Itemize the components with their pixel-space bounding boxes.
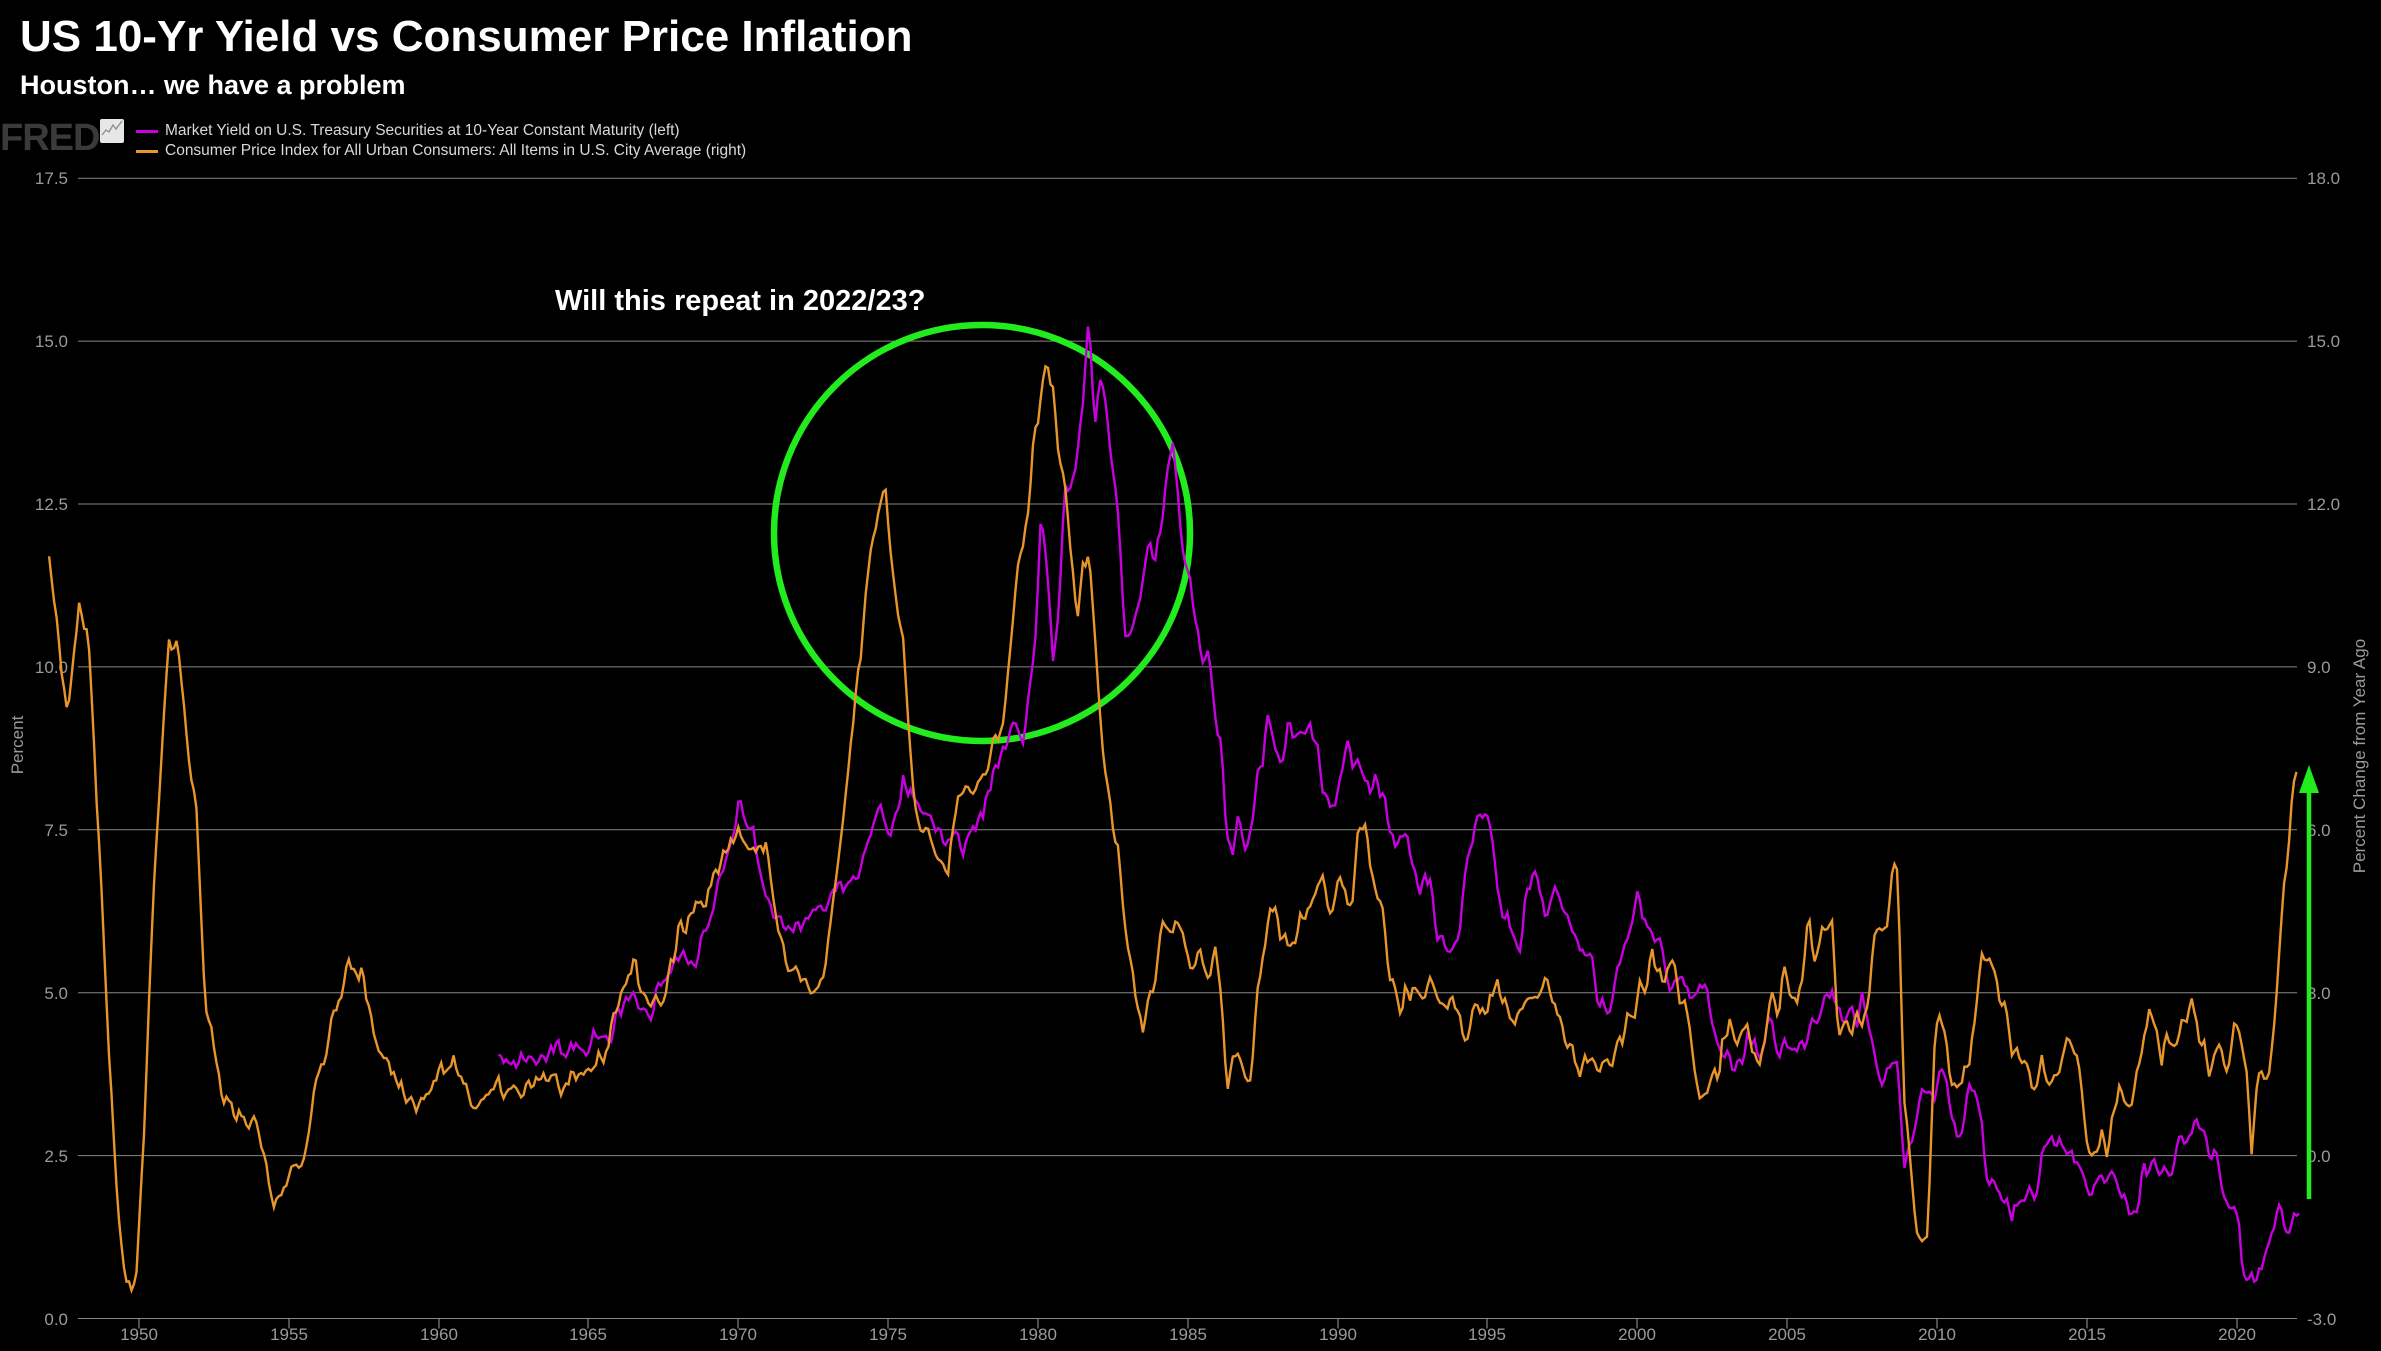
svg-text:1995: 1995: [1468, 1325, 1506, 1344]
svg-text:9.0: 9.0: [2307, 658, 2331, 677]
svg-text:2010: 2010: [1918, 1325, 1956, 1344]
svg-text:2015: 2015: [2068, 1325, 2106, 1344]
svg-text:1990: 1990: [1319, 1325, 1357, 1344]
svg-text:1950: 1950: [120, 1325, 158, 1344]
svg-text:Percent Change from Year Ago: Percent Change from Year Ago: [2350, 639, 2369, 873]
svg-text:Percent: Percent: [8, 715, 27, 774]
svg-text:1960: 1960: [420, 1325, 458, 1344]
svg-text:2005: 2005: [1768, 1325, 1806, 1344]
svg-text:12.0: 12.0: [2307, 495, 2340, 514]
svg-text:15.0: 15.0: [35, 332, 68, 351]
svg-text:1980: 1980: [1019, 1325, 1057, 1344]
svg-text:17.5: 17.5: [35, 169, 68, 188]
svg-text:1985: 1985: [1169, 1325, 1207, 1344]
svg-text:Will this repeat in 2022/23?: Will this repeat in 2022/23?: [555, 285, 925, 317]
svg-text:12.5: 12.5: [35, 495, 68, 514]
svg-text:2.5: 2.5: [44, 1147, 68, 1166]
svg-text:1975: 1975: [869, 1325, 907, 1344]
svg-text:5.0: 5.0: [44, 984, 68, 1003]
svg-text:0.0: 0.0: [44, 1310, 68, 1329]
svg-text:1970: 1970: [719, 1325, 757, 1344]
svg-text:-3.0: -3.0: [2307, 1310, 2336, 1329]
svg-text:1965: 1965: [569, 1325, 607, 1344]
svg-text:2000: 2000: [1618, 1325, 1656, 1344]
svg-text:1955: 1955: [270, 1325, 308, 1344]
svg-text:15.0: 15.0: [2307, 332, 2340, 351]
svg-text:18.0: 18.0: [2307, 169, 2340, 188]
svg-text:7.5: 7.5: [44, 821, 68, 840]
svg-text:2020: 2020: [2218, 1325, 2256, 1344]
svg-text:10.0: 10.0: [35, 658, 68, 677]
